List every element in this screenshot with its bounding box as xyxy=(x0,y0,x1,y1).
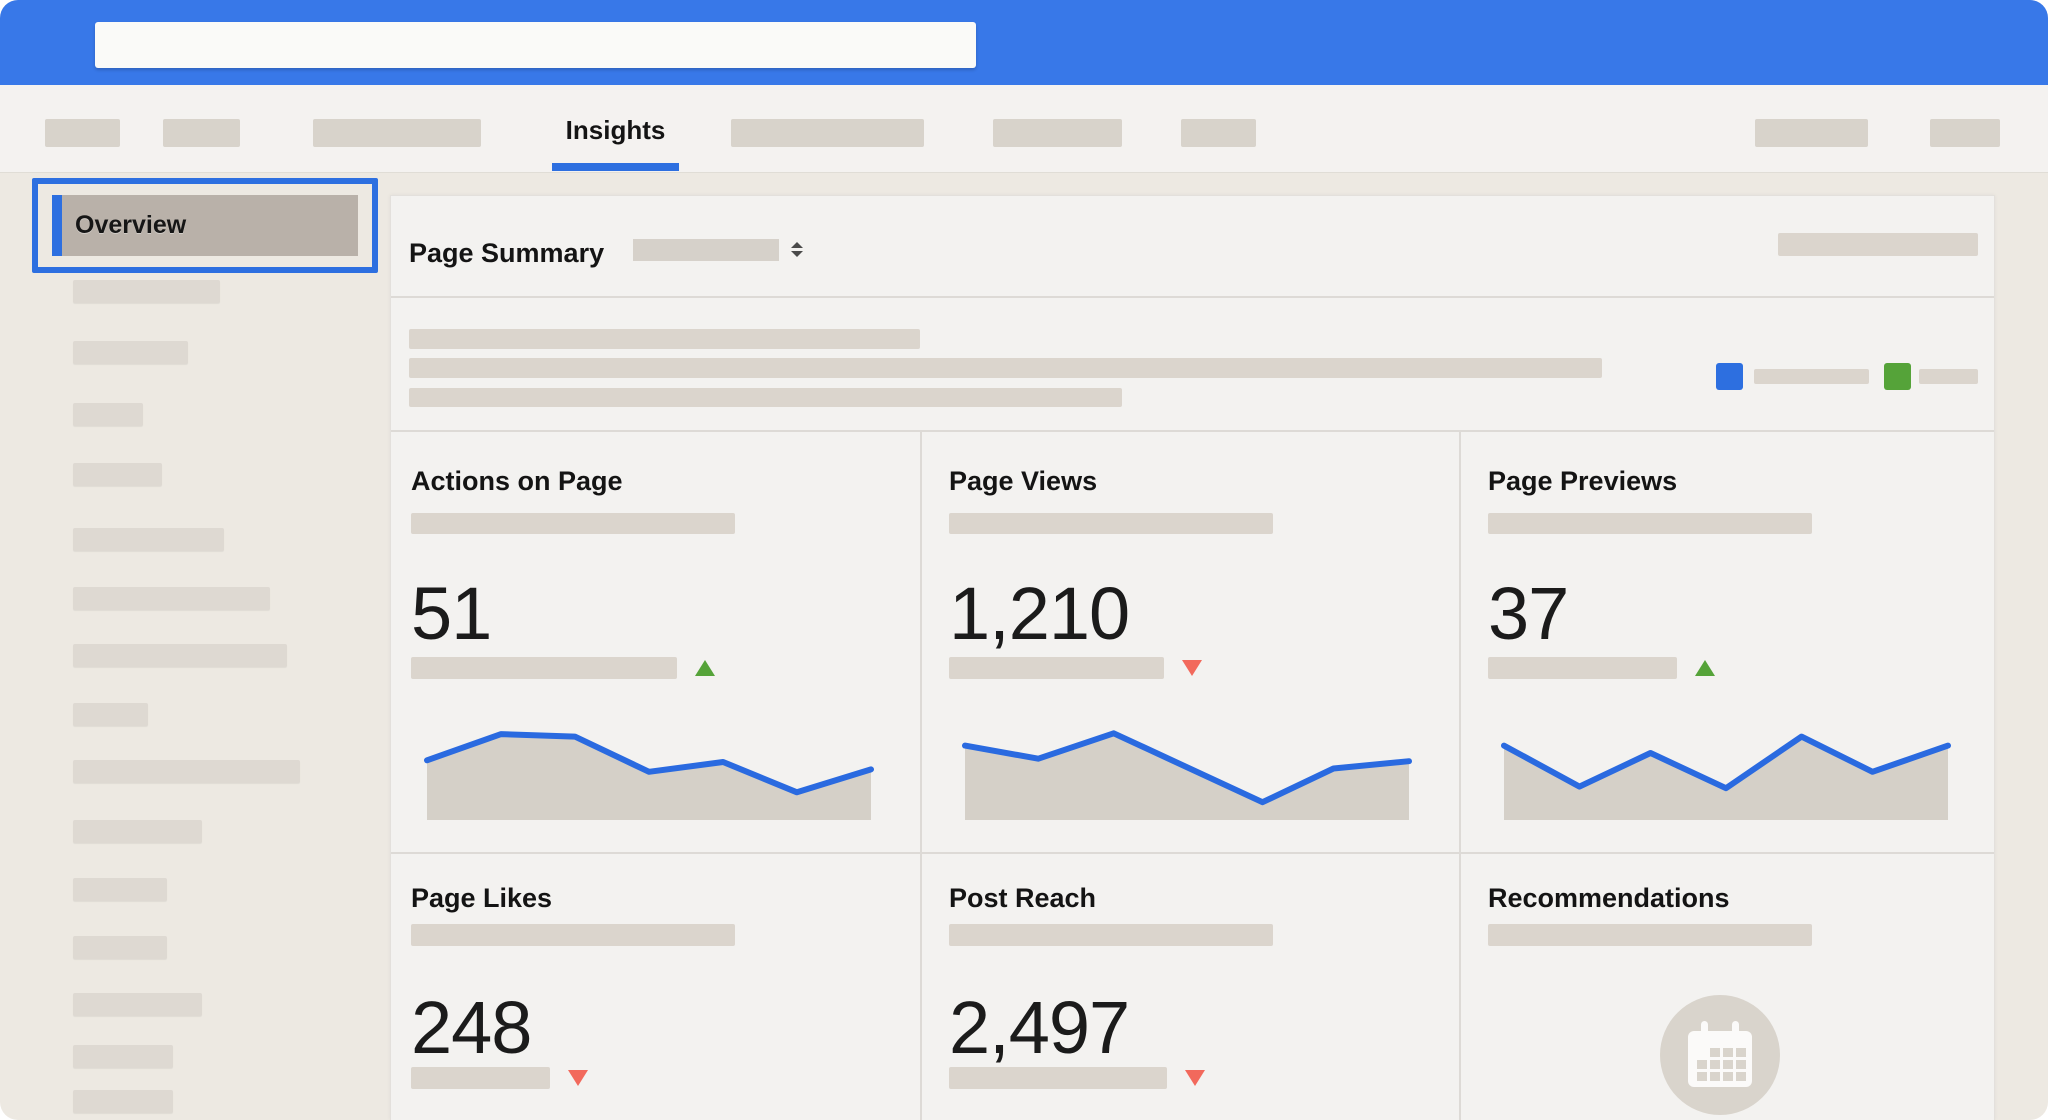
nav-item-placeholder[interactable] xyxy=(731,119,924,147)
comparison-bar-placeholder xyxy=(1488,657,1677,679)
primary-nav: Insights xyxy=(0,85,2048,172)
selected-accent-bar xyxy=(52,195,62,256)
nav-item-placeholder[interactable] xyxy=(1930,119,2000,147)
sidebar-item-label: Overview xyxy=(75,211,187,239)
comparison-bar-placeholder xyxy=(411,657,677,679)
divider xyxy=(391,852,1994,854)
legend-organic-swatch xyxy=(1716,363,1743,390)
card-title: Page Likes xyxy=(411,883,553,913)
stat-card-actions-on-page[interactable]: Actions on Page 51 xyxy=(391,430,920,852)
card-subtitle-placeholder xyxy=(949,924,1273,946)
sidebar-item-placeholder[interactable] xyxy=(73,341,188,364)
comparison-bar-placeholder xyxy=(949,657,1164,679)
card-value: 51 xyxy=(411,572,492,655)
divider xyxy=(920,430,922,1120)
divider xyxy=(391,296,1994,298)
card-title: Recommendations xyxy=(1488,883,1730,913)
card-value: 2,497 xyxy=(949,986,1130,1069)
nav-item-placeholder[interactable] xyxy=(1755,119,1868,147)
card-title: Post Reach xyxy=(949,883,1097,913)
comparison-bar-placeholder xyxy=(949,1067,1167,1089)
nav-item-placeholder[interactable] xyxy=(1181,119,1256,147)
card-title: Page Views xyxy=(949,466,1098,496)
card-subtitle-placeholder xyxy=(411,513,735,534)
card-value: 248 xyxy=(411,986,532,1069)
tab-insights[interactable]: Insights xyxy=(565,115,666,145)
summary-text-placeholder xyxy=(409,388,1122,407)
nav-item-placeholder[interactable] xyxy=(993,119,1122,147)
main-panel: Page Summary Actions on Page 51 xyxy=(390,195,1995,1120)
search-input[interactable] xyxy=(95,22,976,68)
trend-up-icon xyxy=(695,660,715,676)
legend-label-placeholder xyxy=(1754,369,1869,384)
card-title: Actions on Page xyxy=(411,466,623,496)
summary-text-placeholder xyxy=(409,329,920,349)
sidebar-item-placeholder[interactable] xyxy=(73,820,202,843)
sidebar-item-placeholder[interactable] xyxy=(73,587,270,610)
nav-item-placeholder[interactable] xyxy=(313,119,481,147)
calendar-icon xyxy=(1660,995,1780,1115)
nav-item-placeholder[interactable] xyxy=(163,119,240,147)
sidebar-item-placeholder[interactable] xyxy=(73,528,224,551)
stat-card-recommendations[interactable]: Recommendations xyxy=(1459,852,1994,1120)
page-title: Page Summary xyxy=(409,238,605,268)
summary-text-placeholder xyxy=(409,358,1602,378)
sidebar-item-placeholder[interactable] xyxy=(73,1045,173,1068)
comparison-bar-placeholder xyxy=(411,1067,550,1089)
legend-paid-swatch xyxy=(1884,363,1911,390)
card-subtitle-placeholder xyxy=(1488,924,1812,946)
card-subtitle-placeholder xyxy=(411,924,735,946)
top-app-bar xyxy=(0,0,2048,85)
stat-card-page-previews[interactable]: Page Previews 37 xyxy=(1459,430,1994,852)
card-title: Page Previews xyxy=(1488,466,1678,496)
legend-label-placeholder xyxy=(1919,369,1978,384)
dropdown-arrows-icon[interactable] xyxy=(791,242,803,257)
period-dropdown[interactable] xyxy=(633,239,779,261)
sparkline-chart xyxy=(962,730,1412,820)
trend-down-icon xyxy=(1185,1070,1205,1086)
sidebar-item-placeholder[interactable] xyxy=(73,878,167,901)
trend-down-icon xyxy=(568,1070,588,1086)
card-value: 1,210 xyxy=(949,572,1130,655)
sidebar-item-placeholder[interactable] xyxy=(73,280,220,303)
stat-card-page-likes[interactable]: Page Likes 248 xyxy=(391,852,920,1120)
sidebar-item-placeholder[interactable] xyxy=(73,463,162,486)
trend-up-icon xyxy=(1695,660,1715,676)
sparkline-chart xyxy=(424,731,874,820)
export-button-placeholder[interactable] xyxy=(1778,233,1978,256)
card-subtitle-placeholder xyxy=(1488,513,1812,534)
sidebar-item-placeholder[interactable] xyxy=(73,936,167,959)
sparkline-chart xyxy=(1501,733,1951,820)
nav-item-placeholder[interactable] xyxy=(45,119,120,147)
sidebar-item-placeholder[interactable] xyxy=(73,403,143,426)
card-subtitle-placeholder xyxy=(949,513,1273,534)
stat-card-post-reach[interactable]: Post Reach 2,497 xyxy=(920,852,1459,1120)
sidebar-item-placeholder[interactable] xyxy=(73,644,287,667)
sidebar-item-overview[interactable]: Overview xyxy=(32,178,378,273)
divider xyxy=(391,430,1994,432)
active-tab-underline xyxy=(552,163,679,171)
divider xyxy=(1459,430,1461,1120)
trend-down-icon xyxy=(1182,660,1202,676)
sidebar-item-placeholder[interactable] xyxy=(73,993,202,1016)
card-value: 37 xyxy=(1488,572,1569,655)
stat-card-page-views[interactable]: Page Views 1,210 xyxy=(920,430,1459,852)
sidebar-item-placeholder[interactable] xyxy=(73,760,300,783)
sidebar-item-placeholder[interactable] xyxy=(73,703,148,726)
sidebar-item-placeholder[interactable] xyxy=(73,1090,173,1113)
